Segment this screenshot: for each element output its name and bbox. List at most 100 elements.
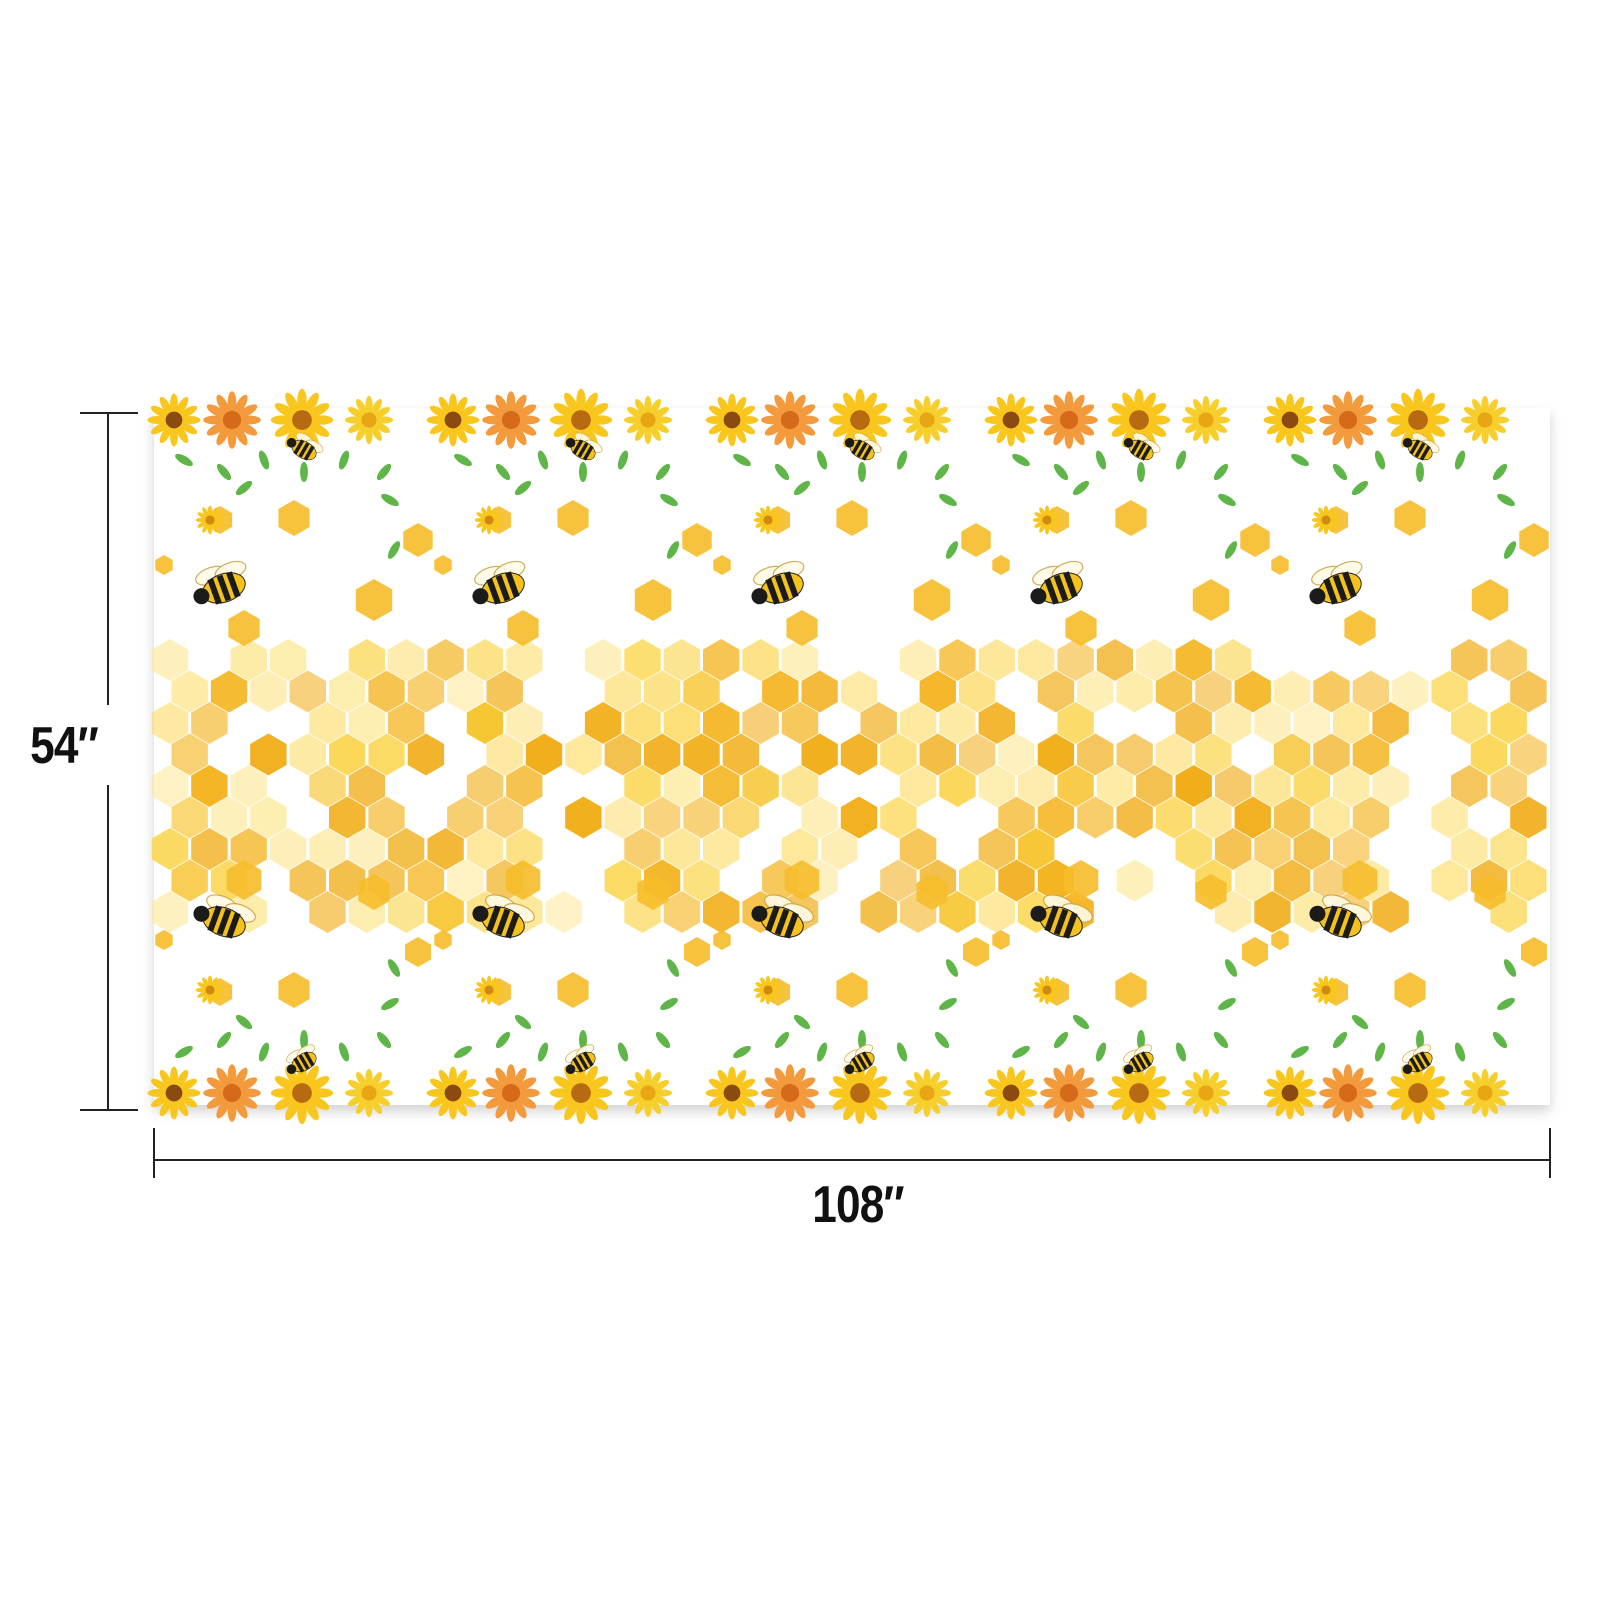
- petal: [159, 396, 172, 415]
- honeycomb-cell: [1037, 796, 1075, 839]
- honeycomb-cell: [1490, 702, 1527, 744]
- petal: [1296, 1089, 1317, 1097]
- petal: [227, 1100, 237, 1122]
- petal: [426, 1089, 447, 1097]
- petal: [202, 992, 209, 1003]
- honeycomb-cell: [644, 733, 681, 776]
- bee-stripe: [784, 912, 799, 939]
- petal: [1464, 1080, 1481, 1091]
- petal: [1286, 1066, 1294, 1087]
- honey-hex: [1115, 972, 1147, 1008]
- honeycomb-cell: [348, 702, 386, 744]
- petal: [753, 987, 765, 993]
- honeycomb-cell: [1372, 891, 1409, 933]
- petal: [458, 1078, 477, 1091]
- petal: [1353, 404, 1374, 418]
- petal: [832, 422, 854, 437]
- petal: [495, 394, 509, 415]
- leaf: [939, 493, 957, 507]
- honeycomb-cell: [1352, 796, 1390, 839]
- petal: [481, 992, 488, 1003]
- petal: [492, 517, 504, 523]
- petal: [624, 416, 642, 424]
- petal: [429, 405, 448, 418]
- honeycomb-cell: [899, 765, 937, 807]
- honeycomb-cell: [683, 859, 720, 902]
- petal: [734, 1098, 747, 1117]
- petal: [652, 1080, 669, 1091]
- honeycomb-cell: [151, 765, 189, 807]
- honeycomb-cell: [191, 765, 228, 807]
- honeycomb-cell: [1510, 859, 1547, 902]
- leaf: [258, 1042, 270, 1062]
- petal: [1034, 512, 1045, 519]
- petal: [486, 993, 492, 1005]
- petal: [227, 427, 237, 449]
- petal: [176, 425, 189, 444]
- honeycomb-cell: [1392, 670, 1429, 713]
- petal: [737, 422, 756, 435]
- petal: [650, 424, 661, 441]
- leaf: [1492, 463, 1508, 481]
- honey-hex: [1240, 523, 1270, 557]
- honeycomb-cell: [1510, 670, 1547, 713]
- bee-stripe: [1323, 905, 1338, 932]
- honeycomb-cell: [1431, 670, 1468, 713]
- petal: [206, 1095, 227, 1109]
- honey-hex: [155, 555, 173, 575]
- leaf: [1332, 1031, 1348, 1049]
- honeycomb-cell: [329, 670, 366, 713]
- petal: [903, 416, 921, 424]
- petal: [518, 1088, 540, 1098]
- honeycomb-cell: [703, 639, 740, 681]
- leaf: [939, 997, 957, 1011]
- leaf: [1454, 1042, 1466, 1062]
- honeycomb-cell: [427, 639, 464, 681]
- honey-hex: [1115, 500, 1147, 536]
- petal: [1295, 422, 1314, 435]
- honeycomb-cell: [860, 891, 897, 933]
- petal: [996, 396, 1009, 415]
- honeycomb-cell: [525, 733, 563, 776]
- petal: [486, 505, 492, 517]
- petal: [734, 425, 747, 444]
- petal: [1193, 1072, 1204, 1089]
- petal: [1295, 1095, 1314, 1108]
- petal: [797, 1088, 819, 1098]
- honey-hex: [155, 930, 173, 950]
- petal: [1111, 403, 1133, 418]
- bee-head: [193, 905, 210, 922]
- petal: [1313, 991, 1324, 998]
- leaf: [733, 453, 751, 467]
- honeycomb-cell: [230, 639, 267, 681]
- petal: [348, 1080, 365, 1091]
- petal: [792, 394, 806, 415]
- bee-stripe: [861, 445, 873, 461]
- petal: [1050, 517, 1062, 523]
- petal: [207, 993, 213, 1005]
- petal: [728, 1099, 736, 1120]
- honeycomb-cell: [1214, 639, 1252, 681]
- petal: [734, 396, 747, 415]
- honeycomb-cell: [1057, 702, 1094, 744]
- honeycomb-cell: [899, 702, 937, 744]
- leaf: [216, 1031, 232, 1049]
- honeycomb-cell: [1234, 796, 1271, 839]
- petal: [348, 1095, 365, 1106]
- petal: [1044, 523, 1050, 535]
- bee-stripe: [495, 574, 511, 602]
- honeycomb-cell: [151, 702, 189, 744]
- petal: [1202, 1069, 1210, 1087]
- honeycomb-cell: [407, 670, 445, 713]
- honeycomb-cell: [1313, 670, 1350, 713]
- bee-stripe: [1063, 571, 1078, 598]
- petal: [769, 992, 776, 1003]
- honeycomb-cell: [1175, 765, 1212, 807]
- leaf: [1351, 1014, 1369, 1030]
- bee-head: [193, 588, 210, 605]
- petal: [438, 396, 451, 415]
- honeycomb-cell: [230, 765, 267, 807]
- bee-stripe: [1332, 574, 1348, 602]
- bee-stripe: [293, 439, 305, 455]
- bee-head: [844, 437, 855, 448]
